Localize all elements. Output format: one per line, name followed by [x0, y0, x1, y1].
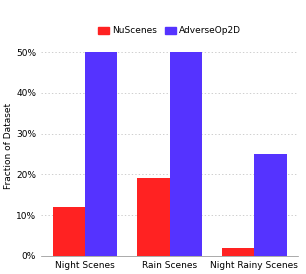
Bar [222, 248, 254, 256]
Bar [137, 178, 170, 256]
Bar [254, 154, 287, 256]
Legend: NuScenes, AdverseOp2D: NuScenes, AdverseOp2D [95, 22, 245, 39]
Bar [170, 52, 202, 256]
Bar [53, 207, 85, 256]
Bar [85, 52, 117, 256]
Y-axis label: Fraction of Dataset: Fraction of Dataset [4, 103, 13, 189]
